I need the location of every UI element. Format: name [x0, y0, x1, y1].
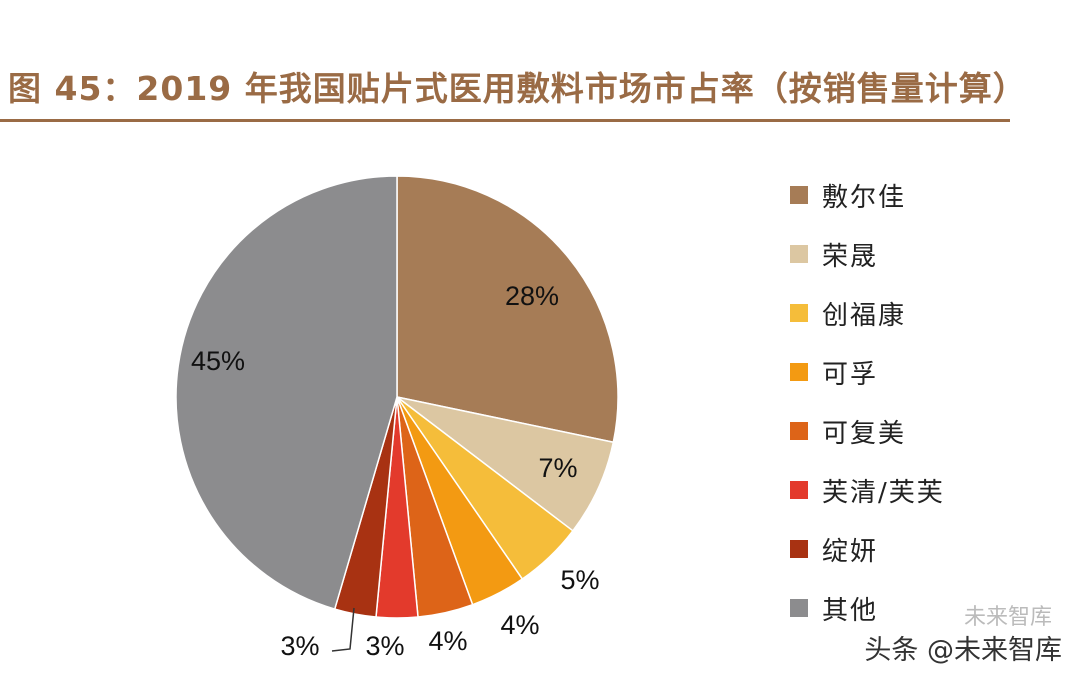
legend-swatch — [790, 363, 808, 381]
legend-swatch — [790, 481, 808, 499]
title-divider — [0, 119, 1010, 122]
watermark-logo: 未来智库 — [963, 605, 1052, 630]
legend-item: 敷尔佳 — [790, 178, 907, 213]
legend-item: 荣晟 — [790, 237, 879, 272]
pie-chart: 28% 7% 5% 4% 4% 3% 3% 45% — [175, 175, 619, 661]
legend-label: 可复美 — [822, 418, 907, 449]
slice-label-8: 45% — [191, 346, 245, 376]
legend-swatch — [790, 245, 808, 263]
legend-item: 可复美 — [790, 414, 907, 449]
slice-label-1: 28% — [505, 281, 559, 311]
legend-label: 敷尔佳 — [822, 182, 907, 213]
leader-line — [331, 607, 355, 652]
slice-label-6: 3% — [365, 631, 404, 661]
legend-item: 创福康 — [790, 296, 907, 331]
legend-item: 绽妍 — [790, 532, 879, 567]
slice-label-3: 5% — [560, 565, 599, 595]
legend-item: 芙清/芙芙 — [790, 473, 945, 508]
slice-label-2: 7% — [538, 453, 577, 483]
legend-label: 荣晟 — [822, 241, 879, 272]
legend-swatch — [790, 540, 808, 558]
legend-label: 绽妍 — [822, 536, 879, 567]
slice-label-4: 4% — [500, 610, 539, 640]
legend-swatch — [790, 186, 808, 204]
slice-label-7: 3% — [280, 631, 319, 661]
pie-slice-1 — [396, 175, 619, 444]
legend-label: 创福康 — [822, 300, 907, 331]
pie-slice-8 — [175, 175, 398, 610]
legend-swatch — [790, 599, 808, 617]
legend-label: 芙清/芙芙 — [822, 477, 945, 508]
legend-label: 可孚 — [822, 359, 879, 390]
slice-label-5: 4% — [428, 626, 467, 656]
chart-title: 图 45：2019 年我国贴片式医用敷料市场市占率（按销售量计算） — [8, 69, 1027, 108]
legend-swatch — [790, 422, 808, 440]
legend-swatch — [790, 304, 808, 322]
legend-item: 可孚 — [790, 355, 879, 390]
watermark-text: 头条 @未来智库 — [864, 635, 1062, 666]
legend-item: 其他 — [790, 591, 879, 626]
legend-label: 其他 — [822, 595, 879, 626]
